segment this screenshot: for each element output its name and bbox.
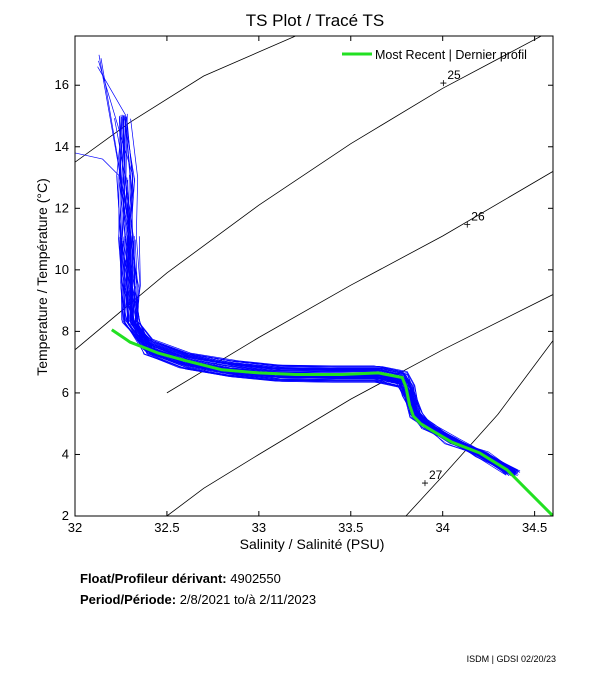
profile-line	[122, 115, 519, 475]
isopycnal-labels: 25 26 27	[421, 68, 485, 487]
y-tick-label: 14	[55, 139, 69, 154]
profile-line	[122, 175, 510, 471]
profile-line	[125, 116, 517, 473]
x-tick-label: 32.5	[154, 520, 179, 535]
profile-line	[130, 118, 516, 472]
chart-title: TS Plot / Tracé TS	[246, 11, 385, 30]
y-tick-label: 6	[62, 385, 69, 400]
isopycnal-line-3	[166, 294, 553, 516]
x-tick-label: 33.5	[338, 520, 363, 535]
isopycnal-label-27: 27	[429, 468, 443, 482]
profile-line	[132, 321, 517, 474]
x-axis-ticks: 32 32.5 33 33.5 34 34.5	[68, 36, 547, 535]
x-axis-label: Salinity / Salinité (PSU)	[240, 536, 385, 552]
profile-line	[125, 116, 512, 476]
profile-line	[119, 115, 510, 476]
y-axis-ticks: 2 4 6 8 10 12 14 16	[55, 77, 553, 523]
profile-line	[121, 179, 508, 471]
profile-line	[121, 116, 512, 476]
profile-line	[121, 118, 516, 476]
recent-profile-line	[110, 328, 553, 516]
profile-line	[75, 152, 122, 178]
profile-line	[134, 239, 516, 474]
profile-line	[122, 174, 511, 475]
profile-line	[116, 114, 508, 473]
profile-line	[120, 118, 509, 474]
y-axis-label: Temperature / Température (°C)	[34, 178, 50, 376]
profile-line	[124, 118, 518, 473]
profile-line	[130, 318, 514, 473]
period-start: 2/8/2021	[179, 592, 231, 607]
x-tick-label: 34	[435, 520, 449, 535]
profile-line	[114, 118, 507, 476]
y-tick-label: 2	[62, 508, 69, 523]
profile-line	[118, 114, 512, 473]
profile-line	[124, 116, 519, 474]
period-info: Period/Période: 2/8/2021 to/à 2/11/2023	[80, 592, 316, 607]
isopycnal-label-26: 26	[471, 210, 485, 224]
y-tick-label: 8	[62, 323, 69, 338]
isopycnal-line-1	[75, 36, 543, 351]
profile-line	[98, 54, 510, 475]
profile-line	[98, 60, 517, 475]
profile-line	[129, 178, 518, 476]
profile-line	[118, 175, 506, 471]
x-tick-label: 33	[252, 520, 266, 535]
x-tick-label: 34.5	[522, 520, 547, 535]
isopycnal-label-25: 25	[447, 68, 461, 82]
profile-line	[118, 116, 508, 472]
profile-lines	[75, 54, 521, 477]
profile-line	[122, 115, 512, 473]
profile-line	[118, 176, 507, 475]
legend: Most Recent | Dernier profil	[342, 48, 527, 62]
float-info: Float/Profileur dérivant: 4902550	[80, 571, 281, 586]
profile-line	[100, 58, 516, 472]
profile-line	[124, 177, 515, 475]
profile-line	[119, 177, 509, 472]
profile-line	[127, 174, 515, 476]
float-label: Float/Profileur dérivant:	[80, 571, 227, 586]
profile-line	[97, 66, 515, 474]
isopycnal-marker-27	[421, 480, 428, 487]
period-end: 2/11/2023	[259, 592, 317, 607]
profile-line	[116, 175, 506, 473]
isopycnal-line-0	[75, 36, 296, 163]
plot-frame	[74, 35, 554, 517]
float-id: 4902550	[230, 571, 281, 586]
profile-line	[125, 113, 517, 473]
isopycnal-lines	[75, 36, 553, 516]
profile-line	[120, 116, 510, 473]
period-label: Period/Période:	[80, 592, 177, 607]
profile-line	[129, 319, 511, 473]
period-sep: to/à	[233, 592, 256, 607]
isopycnal-marker-25	[440, 80, 447, 87]
credit-text: ISDM | GDSI 02/20/23	[466, 654, 556, 664]
y-tick-label: 16	[55, 77, 69, 92]
y-tick-label: 12	[55, 200, 69, 215]
recent-profile	[110, 328, 553, 516]
profile-line	[119, 118, 513, 471]
profile-line	[132, 286, 519, 472]
y-tick-label: 4	[62, 446, 69, 461]
x-tick-label: 32	[68, 520, 82, 535]
y-tick-label: 10	[55, 262, 69, 277]
isopycnal-line-2	[166, 171, 553, 394]
legend-label-recent: Most Recent | Dernier profil	[375, 48, 527, 62]
isopycnal-marker-26	[464, 221, 471, 228]
